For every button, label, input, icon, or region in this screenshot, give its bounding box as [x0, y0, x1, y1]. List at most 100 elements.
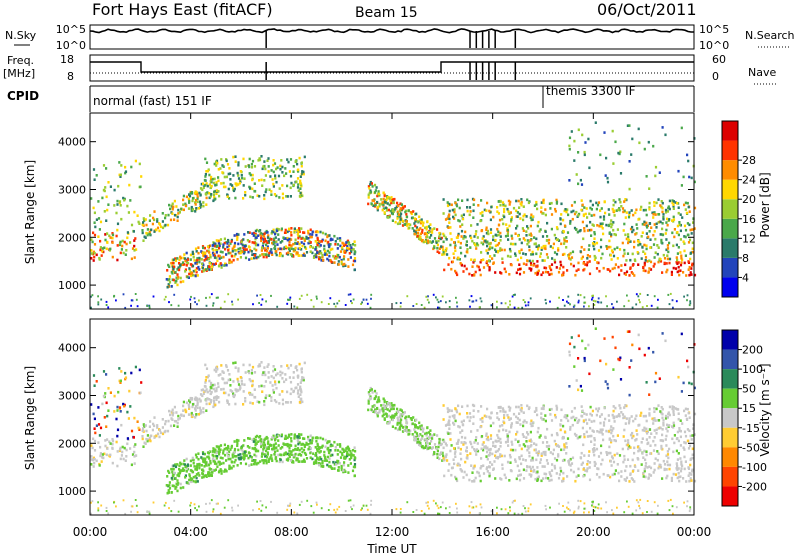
power-cell-1088: [275, 167, 278, 171]
power-cell-1856: [543, 246, 546, 250]
velocity-cell-611: [353, 465, 357, 469]
velocity-cell-566: [224, 453, 227, 457]
velocity-cell-1974: [623, 458, 626, 461]
freq-right-tick-top: 60: [712, 53, 726, 66]
power-cell-262: [196, 200, 199, 204]
power-cell-947: [281, 254, 284, 258]
power-cell-1026: [278, 196, 281, 199]
power-cell-2098: [643, 223, 646, 226]
power-cell-2332: [582, 237, 585, 241]
velocity-cell-608: [272, 434, 275, 438]
velocity-cell-1655: [544, 472, 548, 476]
power-speckle-167: [334, 305, 337, 308]
power-cell-435: [302, 231, 305, 234]
velocity-cell-1711: [511, 443, 514, 446]
power-cell-2106: [666, 217, 669, 221]
power-cell-522: [263, 240, 266, 244]
power-cell-2293: [583, 227, 586, 230]
power-cell-96: [122, 196, 125, 200]
power-cell-976: [251, 253, 254, 256]
power-cell-1544: [468, 272, 471, 276]
velocity-cell-264: [153, 416, 156, 419]
power-cell-690: [244, 256, 248, 260]
power-cell-179: [191, 207, 195, 211]
velocity-cell-450: [277, 453, 280, 457]
velocity-cell-577: [203, 452, 206, 456]
velocity-cell-1636: [586, 467, 589, 470]
velocity-cell-1434: [429, 433, 432, 436]
power-cell-256: [188, 194, 192, 198]
power-cell-2346: [479, 212, 482, 215]
power-cell-971: [283, 231, 287, 234]
power-cell-1387: [424, 240, 427, 243]
power-cell-272: [180, 207, 183, 211]
power-cell-2404: [683, 249, 686, 253]
power-cell-1782: [585, 207, 588, 210]
power-cell-565: [342, 264, 345, 268]
power-cell-1431: [403, 223, 406, 226]
velocity-cell-400: [233, 440, 236, 443]
velocity-cell-905: [279, 458, 282, 462]
velocity-cell-1955: [554, 443, 558, 446]
power-cell-963: [191, 250, 194, 254]
power-cell-737: [198, 258, 201, 261]
power-cell-1897: [645, 221, 648, 225]
velocity-cell-2033: [453, 414, 456, 417]
velocity-cell-1778: [501, 424, 504, 427]
velocity-cell-2143: [520, 462, 523, 466]
velocity-cell-208: [171, 413, 174, 417]
velocity-cell-1027: [289, 401, 292, 404]
power-cell-133: [138, 162, 141, 166]
velocity-cell-1127: [251, 365, 255, 369]
velocity-cell-2016: [588, 434, 591, 438]
velocity-cell-2094: [453, 416, 456, 420]
power-cell-76: [133, 210, 136, 214]
velocity-cell-996: [214, 389, 217, 393]
power-speckle-133: [370, 293, 373, 296]
power-cell-2143: [520, 256, 523, 260]
power-speckle-48: [436, 298, 439, 301]
velocity-cell-1908: [531, 458, 535, 462]
power-cell-2419: [480, 251, 483, 254]
power-cell-2431: [667, 250, 670, 254]
velocity-cell-1556: [584, 469, 587, 472]
velocity-cell-939: [303, 445, 306, 448]
velocity-cell-962: [288, 433, 291, 437]
power-cell-1988: [648, 201, 651, 205]
velocity-cell-542: [327, 465, 331, 468]
power-cell-1668: [679, 229, 682, 233]
power-cell-1195: [249, 173, 252, 177]
power-cell-1920: [684, 208, 687, 211]
velocity-cell-71: [120, 423, 123, 427]
velocity-cell-867: [231, 455, 234, 459]
power-speckle-154: [441, 295, 444, 298]
velocity-cell-936: [213, 460, 217, 464]
velocity-cell-1928: [502, 428, 505, 432]
velocity-cell-1395: [438, 438, 441, 441]
power-cell-1618: [678, 273, 681, 277]
noise-sky-label: N.Sky: [5, 29, 37, 42]
velocity-cell-1125: [233, 393, 236, 397]
power-cell-1341: [370, 182, 373, 185]
power-cell-156: [161, 226, 165, 230]
power-cell-1348: [424, 226, 427, 230]
power-cell-1199: [226, 195, 229, 198]
power-cell-1733: [535, 237, 538, 241]
velocity-cell-510: [237, 453, 240, 457]
power-cell-837: [274, 232, 277, 236]
velocity-cell-1412: [427, 431, 431, 434]
power-cell-2420: [648, 222, 652, 225]
power-cell-254: [153, 230, 156, 233]
power-cell-819: [268, 237, 271, 241]
power-cell-2392: [634, 233, 637, 236]
velocity-cell-2010: [677, 412, 680, 415]
power-cell-956: [296, 229, 299, 232]
power-speckle-213: [406, 295, 409, 298]
power-cell-2061: [691, 241, 694, 245]
power-cell-2481: [677, 169, 680, 173]
power-cell-2379: [623, 222, 626, 226]
power-speckle-195: [173, 293, 176, 296]
velocity-cell-581: [288, 455, 291, 459]
power-y-label: Slant Range [km]: [23, 160, 37, 264]
power-colorbar-swatch-0: [722, 277, 738, 297]
